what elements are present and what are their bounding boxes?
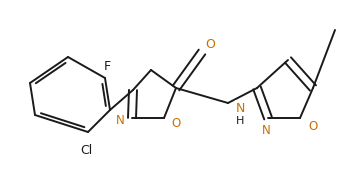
Text: O: O	[205, 37, 215, 50]
Text: O: O	[308, 120, 318, 133]
Text: N: N	[262, 125, 270, 138]
Text: F: F	[104, 60, 111, 73]
Text: N: N	[236, 101, 245, 114]
Text: N: N	[116, 113, 124, 126]
Text: H: H	[236, 116, 245, 126]
Text: Cl: Cl	[80, 143, 92, 156]
Text: O: O	[171, 117, 181, 129]
